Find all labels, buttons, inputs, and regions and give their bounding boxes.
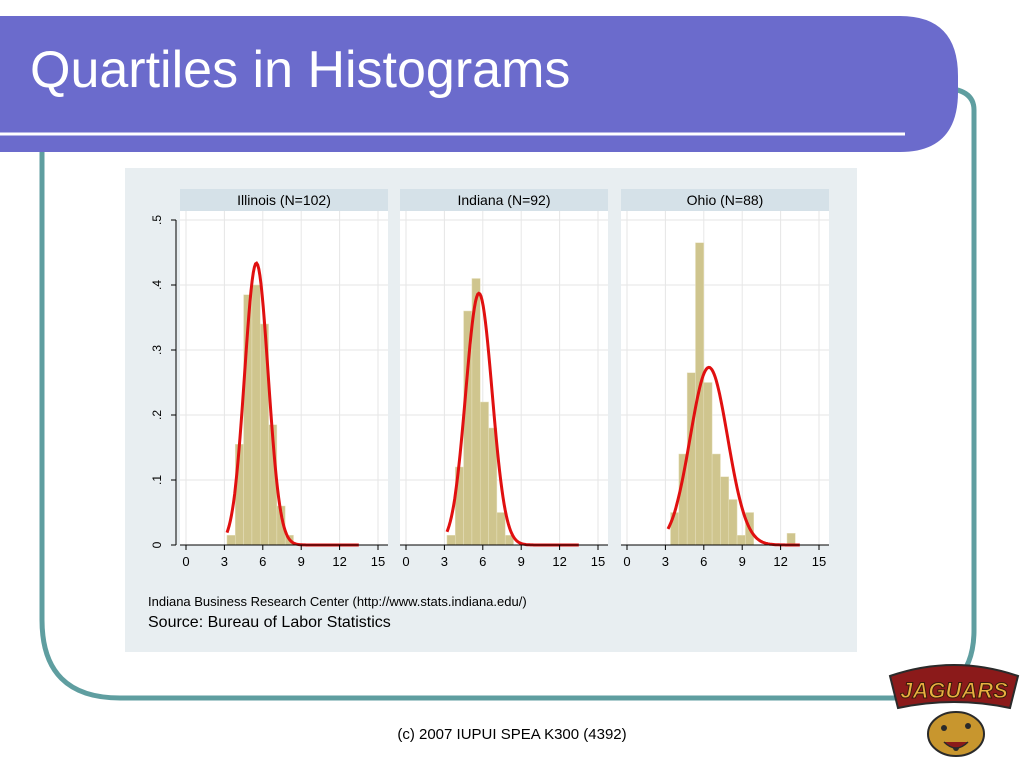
panel-header bbox=[621, 189, 829, 211]
x-tick-label: 6 bbox=[259, 554, 266, 569]
x-tick-label: 6 bbox=[479, 554, 486, 569]
y-tick-label: .3 bbox=[150, 345, 164, 355]
histogram-bar bbox=[736, 535, 746, 546]
x-tick-label: 9 bbox=[739, 554, 746, 569]
slide-title: Quartiles in Histograms bbox=[30, 41, 571, 99]
jaguar-spot bbox=[965, 723, 971, 729]
histogram-bar bbox=[786, 533, 796, 546]
footer-copyright: (c) 2007 IUPUI SPEA K300 (4392) bbox=[397, 726, 627, 743]
x-tick-label: 3 bbox=[441, 554, 448, 569]
jaguar-mascot-logo: JAGUARS bbox=[888, 664, 1020, 757]
panel-title: Illinois (N=102) bbox=[237, 192, 331, 208]
panel-title: Indiana (N=92) bbox=[457, 192, 550, 208]
x-tick-label: 12 bbox=[552, 554, 566, 569]
y-tick-label: 0 bbox=[150, 541, 164, 548]
histogram-bar bbox=[728, 499, 738, 546]
chart-note: Indiana Business Research Center (http:/… bbox=[148, 594, 527, 609]
x-tick-label: 15 bbox=[812, 554, 826, 569]
x-tick-label: 0 bbox=[623, 554, 630, 569]
jaguar-spot bbox=[941, 725, 947, 731]
x-tick-label: 15 bbox=[591, 554, 605, 569]
histogram-bar bbox=[479, 401, 489, 546]
histogram-bar bbox=[496, 512, 506, 546]
y-tick-label: .2 bbox=[150, 410, 164, 420]
y-tick-label: .4 bbox=[150, 280, 164, 290]
x-tick-label: 6 bbox=[700, 554, 707, 569]
y-tick-label: .1 bbox=[150, 475, 164, 485]
x-tick-label: 9 bbox=[298, 554, 305, 569]
panel-plot-area bbox=[180, 211, 388, 545]
logo-text: JAGUARS bbox=[900, 678, 1008, 703]
panel-header bbox=[400, 189, 608, 211]
histogram-bar bbox=[446, 535, 456, 546]
histogram-panels: 0 .1 .2 .3 .4 .5 Illinois (N=102) 0 3 6 9 12 15 India… bbox=[150, 189, 829, 569]
histogram-bar bbox=[686, 372, 696, 546]
chart-source: Source: Bureau of Labor Statistics bbox=[148, 614, 391, 631]
histogram-bar bbox=[711, 453, 721, 546]
title-bar bbox=[0, 16, 958, 152]
x-tick-label: 0 bbox=[182, 554, 189, 569]
x-tick-label: 0 bbox=[402, 554, 409, 569]
x-tick-label: 12 bbox=[332, 554, 346, 569]
x-tick-label: 9 bbox=[518, 554, 525, 569]
histogram-bar bbox=[720, 476, 730, 546]
jaguar-mouth bbox=[943, 741, 969, 749]
histogram-bar bbox=[226, 535, 236, 546]
x-tick-label: 3 bbox=[221, 554, 228, 569]
y-tick-label: .5 bbox=[150, 215, 164, 225]
histogram-bar bbox=[703, 382, 713, 546]
panel-title: Ohio (N=88) bbox=[687, 192, 764, 208]
panel-header bbox=[180, 189, 388, 211]
logo-shield bbox=[888, 664, 1020, 710]
jaguar-head bbox=[927, 711, 985, 757]
panel-plot-area bbox=[400, 211, 608, 545]
x-tick-label: 12 bbox=[773, 554, 787, 569]
histogram-bar bbox=[251, 284, 261, 546]
x-tick-label: 3 bbox=[662, 554, 669, 569]
x-tick-label: 15 bbox=[371, 554, 385, 569]
